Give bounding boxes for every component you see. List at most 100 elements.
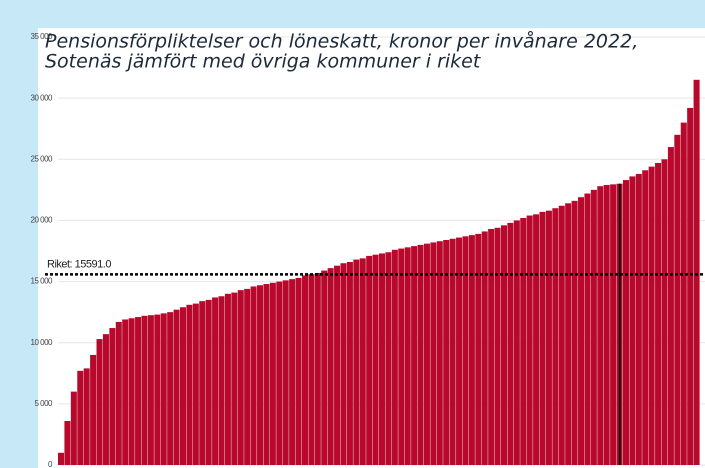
bar xyxy=(173,309,180,465)
bar xyxy=(244,288,251,465)
y-tick-label: 20 000 xyxy=(31,216,54,225)
bar xyxy=(224,293,231,465)
bar xyxy=(141,315,148,465)
bar xyxy=(231,292,238,465)
bar xyxy=(622,180,629,465)
bar xyxy=(533,214,540,465)
bar xyxy=(372,254,379,465)
bar xyxy=(635,173,642,465)
bar xyxy=(417,244,424,465)
bar xyxy=(250,286,257,465)
bar xyxy=(64,420,71,465)
bar xyxy=(404,247,411,465)
bar xyxy=(379,253,386,465)
bar xyxy=(205,299,212,465)
bar xyxy=(610,184,617,465)
bar xyxy=(122,319,129,465)
bar xyxy=(494,227,501,465)
bar xyxy=(513,220,520,465)
bar xyxy=(481,231,488,465)
bar xyxy=(327,268,334,465)
bar xyxy=(192,303,199,465)
bar xyxy=(526,215,533,465)
bar xyxy=(488,228,495,465)
y-tick-label: 5 000 xyxy=(34,399,53,408)
y-tick-label: 10 000 xyxy=(31,338,54,347)
bar xyxy=(83,368,90,465)
y-tick-label: 15 000 xyxy=(31,277,54,286)
bar xyxy=(359,258,366,465)
bar xyxy=(314,273,321,465)
bar xyxy=(565,203,572,465)
bar xyxy=(423,243,430,465)
bar xyxy=(539,211,546,465)
bar xyxy=(443,239,450,465)
bar xyxy=(128,318,135,465)
bar xyxy=(687,107,694,465)
bar xyxy=(199,301,206,465)
bar xyxy=(603,184,610,466)
bar xyxy=(520,217,527,465)
bar xyxy=(77,370,84,465)
bar xyxy=(436,241,443,465)
bar xyxy=(96,339,103,465)
bars xyxy=(58,79,700,466)
bar xyxy=(667,147,674,466)
y-tick-label: 30 000 xyxy=(31,93,54,102)
bar xyxy=(90,354,97,465)
bar xyxy=(391,249,398,465)
bar xyxy=(456,237,463,465)
bar xyxy=(545,210,552,465)
bar xyxy=(269,282,276,465)
bar xyxy=(160,313,167,465)
bar xyxy=(147,315,154,465)
bar xyxy=(590,189,597,465)
bar xyxy=(102,334,109,465)
bar xyxy=(334,265,341,465)
bar xyxy=(135,317,142,465)
bar xyxy=(263,284,270,465)
y-tick-label: 0 xyxy=(48,460,53,468)
bar xyxy=(179,307,186,465)
bar xyxy=(340,263,347,465)
bar xyxy=(58,452,65,465)
bar xyxy=(237,290,244,465)
bar xyxy=(218,296,225,465)
bar xyxy=(167,312,174,465)
bar xyxy=(648,166,655,465)
bar xyxy=(597,186,604,465)
bar xyxy=(500,225,507,465)
bar xyxy=(571,200,578,465)
bar xyxy=(680,122,687,465)
bar xyxy=(578,197,585,466)
bar xyxy=(109,328,116,465)
bar xyxy=(558,205,565,466)
bar xyxy=(70,391,77,465)
bar xyxy=(642,170,649,465)
bar xyxy=(674,134,681,466)
bar xyxy=(475,233,482,465)
bar xyxy=(385,252,392,465)
bar xyxy=(411,246,418,465)
bar xyxy=(552,208,559,465)
bar xyxy=(661,159,668,466)
bar xyxy=(321,270,328,465)
bar xyxy=(584,193,591,466)
bar xyxy=(301,275,308,465)
bar xyxy=(693,79,700,466)
bar xyxy=(115,321,122,465)
chart-title: Pensionsförpliktelser och löneskatt, kro… xyxy=(45,30,638,53)
bar xyxy=(366,255,373,465)
bar xyxy=(186,304,193,465)
bar xyxy=(289,279,296,465)
bar xyxy=(462,236,469,465)
bar xyxy=(655,162,662,465)
bar xyxy=(295,277,302,465)
bar xyxy=(629,176,636,466)
bar xyxy=(468,235,475,465)
overlay: Riket: 15591.0 xyxy=(45,183,705,465)
bar xyxy=(282,280,289,465)
reference-label: Riket: 15591.0 xyxy=(47,258,111,270)
bar xyxy=(507,222,514,465)
